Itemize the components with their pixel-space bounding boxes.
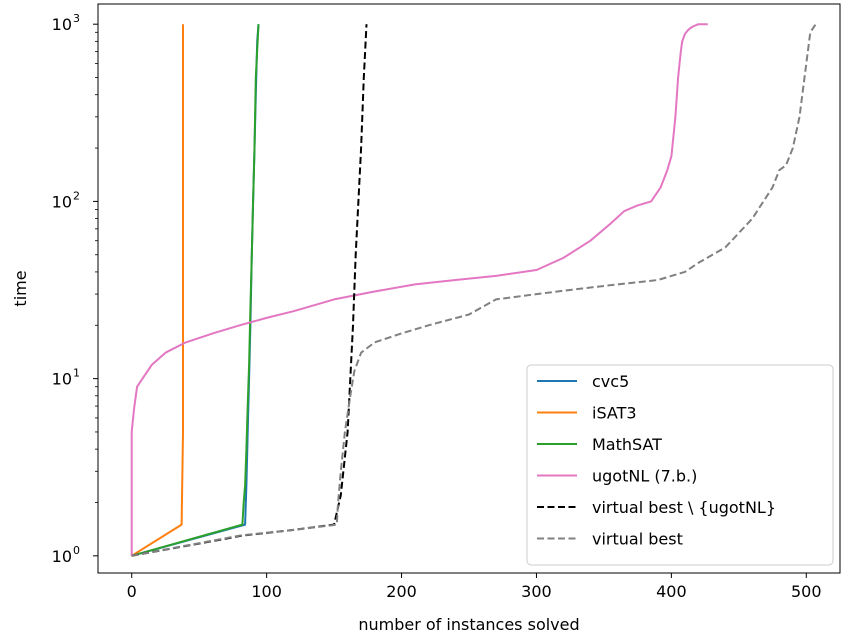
legend: cvc5 iSAT3 MathSAT ugotNL (7.b.) virtual bes… <box>526 364 834 566</box>
y-tick-exponent-3: 3 <box>73 12 80 25</box>
series-line-0 <box>131 24 260 557</box>
legend-label-3: ugotNL (7.b.) <box>592 467 697 486</box>
axes-frame <box>97 3 841 574</box>
x-axis-label: number of instances solved <box>358 615 579 634</box>
legend-label-1: iSAT3 <box>592 404 637 423</box>
series-layer <box>130 23 817 557</box>
y-tick-exponent-1: 1 <box>73 367 80 380</box>
x-tick-label-0: 0 <box>127 582 137 601</box>
y-tick-label-1: 10 <box>52 370 72 389</box>
series-line-5 <box>131 23 817 557</box>
y-tick-label-3: 10 <box>52 15 72 34</box>
y-tick-exponent-0: 0 <box>73 544 80 557</box>
x-tick-label-3: 300 <box>521 582 552 601</box>
series-line-3 <box>130 23 708 556</box>
legend-label-0: cvc5 <box>592 372 629 391</box>
y-tick-label-0: 10 <box>52 547 72 566</box>
series-line-1 <box>131 24 184 557</box>
y-tick-label-2: 10 <box>52 192 72 211</box>
legend-box <box>526 364 834 566</box>
legend-label-4: virtual best \ {ugotNL} <box>592 498 776 517</box>
series-line-4 <box>131 24 368 557</box>
x-tick-label-5: 500 <box>791 582 822 601</box>
legend-label-5: virtual best <box>592 530 683 549</box>
x-tick-label-1: 100 <box>251 582 282 601</box>
series-line-2 <box>131 24 260 557</box>
x-tick-label-2: 200 <box>386 582 417 601</box>
y-tick-exponent-2: 2 <box>73 189 80 202</box>
legend-label-2: MathSAT <box>592 435 662 454</box>
y-axis-label: time <box>11 270 30 306</box>
x-tick-label-4: 400 <box>656 582 687 601</box>
